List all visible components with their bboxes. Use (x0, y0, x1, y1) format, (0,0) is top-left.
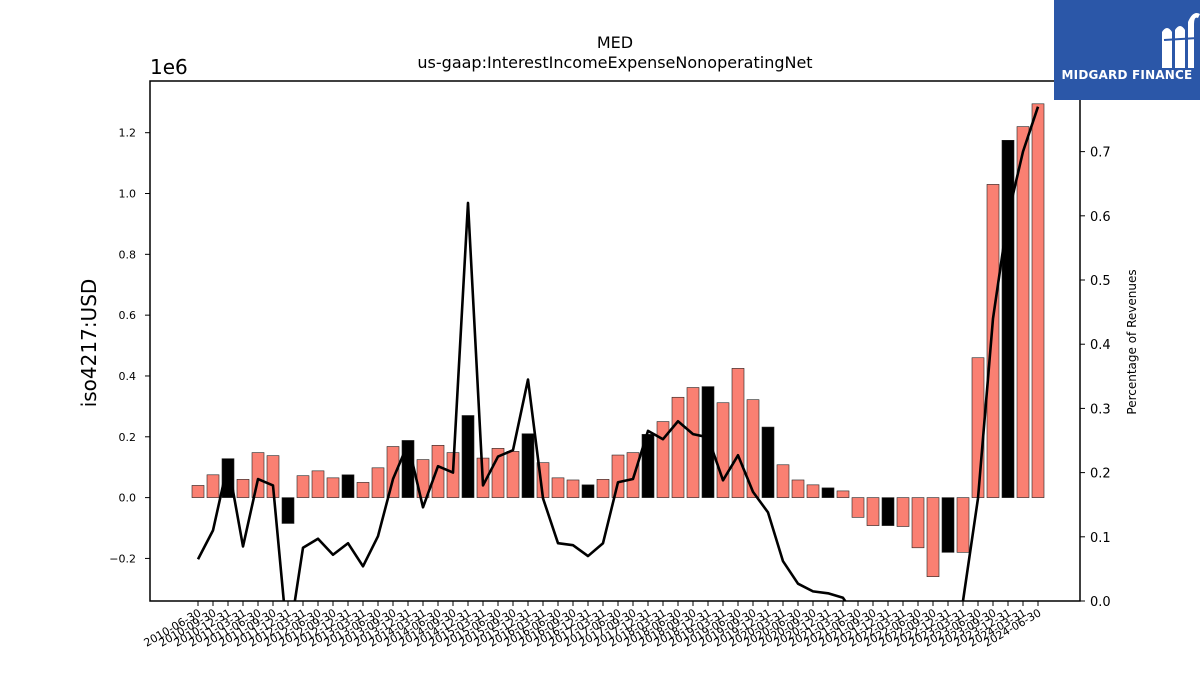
bar (986, 184, 1000, 498)
chart-title: MED (597, 33, 633, 52)
bar (806, 484, 820, 498)
y2-tick-label: 0.7 (1090, 146, 1111, 161)
bar (311, 470, 325, 498)
y2-tick-label: 0.5 (1090, 274, 1111, 289)
y-tick-label: 0.2 (119, 431, 137, 444)
bar (236, 479, 250, 498)
bar (431, 444, 445, 498)
bar (356, 482, 370, 498)
y2-tick-label: 0.1 (1090, 531, 1111, 546)
bar (1016, 126, 1030, 498)
chart-subtitle: us-gaap:InterestIncomeExpenseNonoperatin… (417, 53, 812, 72)
y2-axis-label: Percentage of Revenues (1125, 269, 1139, 414)
y2-tick-label: 0.3 (1090, 402, 1111, 417)
bar (926, 497, 940, 577)
bar (341, 474, 355, 498)
bar (791, 479, 805, 498)
bar (746, 399, 760, 498)
bar (866, 497, 880, 526)
bar (326, 477, 340, 498)
y-tick-label: 0.4 (119, 370, 137, 383)
bar (911, 497, 925, 549)
y-tick-label: −0.2 (109, 552, 136, 565)
bar (656, 421, 670, 498)
bar (701, 386, 715, 498)
bar (251, 452, 265, 498)
bar (761, 426, 775, 498)
bar (386, 446, 400, 498)
mf-monogram-icon (1162, 13, 1200, 68)
y2-tick-label: 0.2 (1090, 467, 1111, 482)
bar (956, 497, 970, 553)
line-series (196, 106, 1040, 601)
bar (596, 479, 610, 498)
bar (281, 497, 295, 524)
bar (566, 479, 580, 498)
bar (836, 490, 850, 498)
bar (551, 477, 565, 498)
bar (881, 497, 895, 526)
bar (506, 451, 520, 498)
bar (941, 497, 955, 553)
bar (461, 415, 475, 498)
y2-tick-label: 0.0 (1090, 595, 1111, 610)
bar (971, 357, 985, 498)
logo-text: MIDGARD FINANCE (1061, 68, 1193, 82)
bar (191, 485, 205, 498)
bar (1031, 103, 1045, 498)
bar (206, 474, 220, 498)
bar (581, 484, 595, 498)
bar (776, 464, 790, 498)
bar (371, 467, 385, 498)
bar (671, 396, 685, 498)
bar (716, 402, 730, 498)
bar (821, 487, 835, 498)
bar (296, 475, 310, 498)
bar (521, 433, 535, 498)
y2-tick-label: 0.6 (1090, 210, 1111, 225)
y-axis-label: iso4217:USD (77, 279, 101, 408)
y-tick-label: 0.8 (119, 248, 137, 261)
bar (851, 497, 865, 518)
y-offset-label: 1e6 (150, 55, 188, 79)
bar (896, 497, 910, 527)
y-tick-label: 1.2 (119, 127, 137, 140)
y-tick-label: 1.0 (119, 188, 137, 201)
bar (611, 454, 625, 498)
bar (731, 368, 745, 498)
midgard-finance-logo: MIDGARD FINANCE (1054, 0, 1200, 100)
y-tick-label: 0.0 (119, 492, 137, 505)
bar (686, 387, 700, 498)
y2-tick-label: 0.4 (1090, 338, 1111, 353)
bar (221, 458, 235, 498)
y-tick-label: 0.6 (119, 309, 137, 322)
plot-frame (149, 80, 1081, 602)
